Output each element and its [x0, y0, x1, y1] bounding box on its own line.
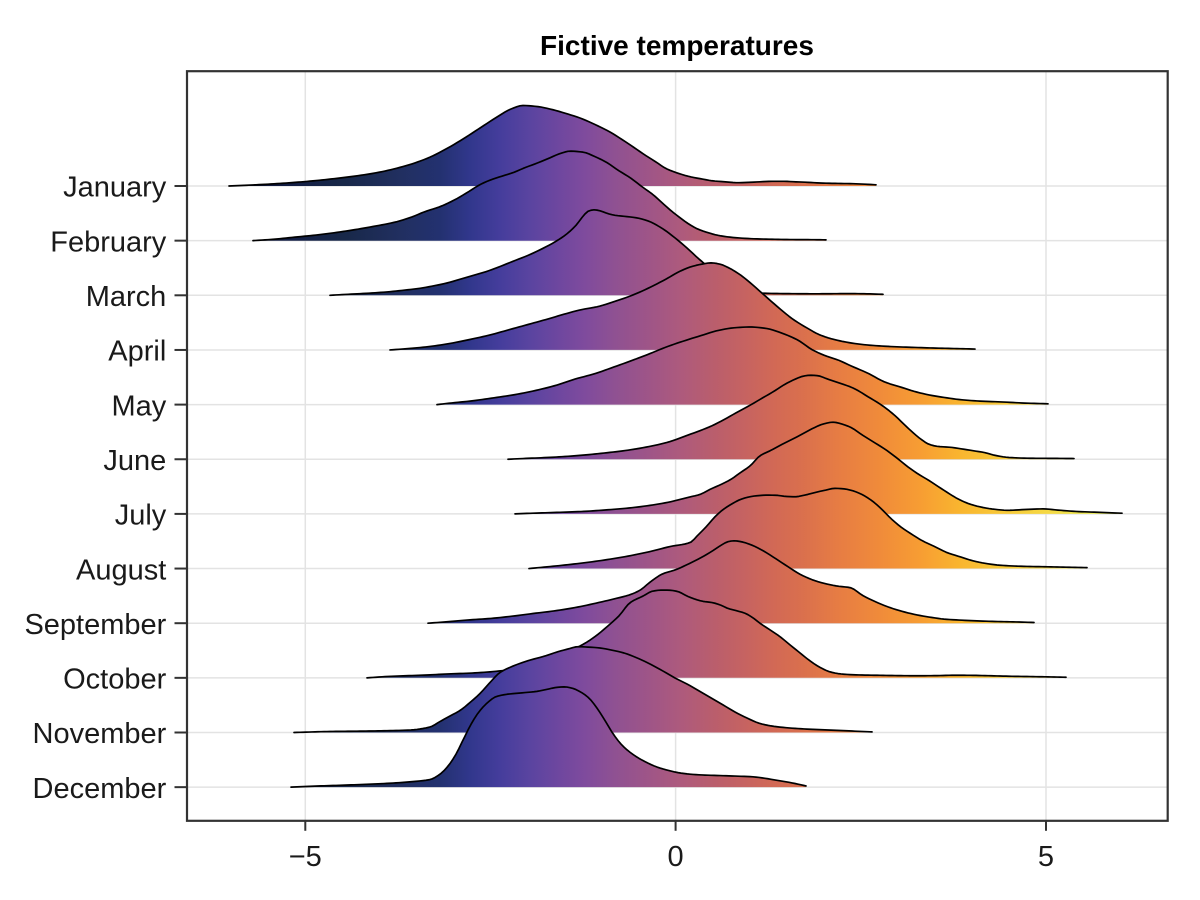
svg-text:Fictive temperatures: Fictive temperatures — [540, 30, 814, 61]
svg-text:August: August — [76, 554, 166, 586]
svg-text:March: March — [86, 281, 167, 313]
svg-text:0: 0 — [668, 841, 684, 873]
svg-text:December: December — [33, 773, 167, 805]
svg-text:June: June — [103, 445, 166, 477]
svg-text:February: February — [50, 226, 167, 258]
svg-text:5: 5 — [1038, 841, 1054, 873]
svg-text:May: May — [112, 390, 167, 422]
svg-text:−5: −5 — [289, 841, 322, 873]
svg-text:January: January — [63, 172, 167, 204]
svg-text:July: July — [115, 500, 167, 532]
svg-text:November: November — [33, 718, 167, 750]
svg-text:October: October — [63, 664, 166, 696]
svg-text:September: September — [24, 609, 166, 641]
svg-text:April: April — [108, 336, 166, 368]
